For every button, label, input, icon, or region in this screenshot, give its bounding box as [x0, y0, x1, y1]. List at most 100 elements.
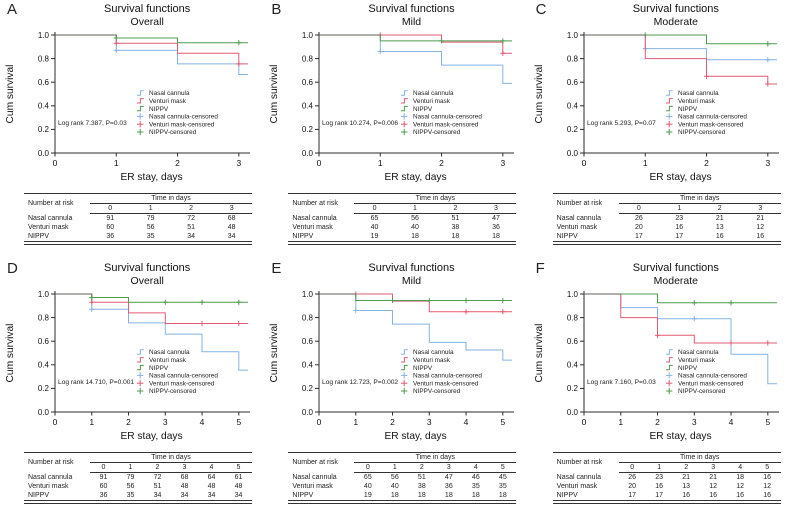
y-tick-label: 0.2: [302, 384, 314, 393]
risk-value: 68: [227, 215, 236, 222]
panel-letter: D: [7, 260, 18, 277]
risk-value: 56: [411, 215, 419, 222]
chart-title: Survival functions: [632, 262, 719, 274]
chart-title: Survival functions: [104, 262, 191, 274]
time-in-days-label: Time in days: [90, 452, 252, 463]
y-tick-label: 0.4: [38, 102, 50, 111]
y-tick-label: 0.0: [302, 149, 314, 158]
legend-step-icon: [665, 357, 673, 363]
x-tick-label: 0: [317, 417, 322, 427]
y-tick-label: 0.8: [38, 313, 50, 322]
risk-row-label: Nasal cannula: [556, 473, 602, 481]
y-axis-title: Cum survival: [534, 65, 545, 124]
km-chart: 0.0 0.2 0.4 0.6 0.8 1.0 0 1 2 3 4 5 Log rank 12.723,…: [269, 290, 515, 442]
risk-day-header: 1: [117, 462, 144, 473]
log-rank-annotation: Log rank 7.387, P=0.03: [58, 120, 127, 127]
risk-row: Venturi mask 20 16 13 12 12 12: [553, 482, 781, 491]
risk-value: 47: [444, 474, 453, 481]
km-curve-venturi-mask: [583, 293, 777, 344]
x-tick-label: 1: [643, 158, 648, 168]
x-tick-label: 2: [440, 158, 445, 168]
y-tick-label: 1.0: [302, 290, 314, 299]
y-tick-label: 0.2: [567, 125, 579, 134]
legend-label: Nasal cannula-censored: [413, 373, 482, 380]
km-curve-nasal-cannula: [319, 293, 513, 361]
panel-letter: E: [271, 260, 282, 277]
legend-label: Nasal cannula-censored: [149, 114, 218, 121]
risk-value: 61: [234, 474, 243, 481]
risk-value: 48: [180, 483, 189, 490]
risk-row-label: Venturi mask: [556, 224, 598, 231]
y-tick-label: 0.0: [38, 408, 50, 417]
risk-value: 38: [451, 224, 460, 231]
risk-value: 16: [736, 492, 745, 499]
y-tick-label: 0.2: [38, 384, 50, 393]
y-axis-title: Cum survival: [5, 324, 16, 383]
y-axis-title: Cum survival: [5, 65, 16, 124]
x-tick-label: 3: [501, 158, 506, 168]
risk-value: 56: [126, 483, 135, 490]
risk-row: NIPPV 17 17 16 16 16 16: [553, 491, 781, 501]
risk-value: 36: [99, 492, 108, 499]
risk-value: 16: [675, 224, 684, 231]
x-tick-label: 2: [126, 417, 131, 427]
x-tick-label: 3: [765, 158, 770, 168]
x-tick-label: 1: [114, 158, 119, 168]
risk-value: 23: [655, 474, 664, 481]
y-tick-label: 1.0: [567, 290, 579, 299]
legend-label: Nasal cannula-censored: [678, 373, 747, 380]
risk-day-header: 0: [354, 203, 395, 214]
legend-label: Nasal cannula-censored: [678, 114, 747, 121]
km-chart: 0.0 0.2 0.4 0.6 0.8 1.0 0 1 2 3 4 5 Log rank 14.710,…: [5, 290, 250, 442]
risk-value: 68: [180, 474, 189, 481]
risk-row: NIPPV 19 18 18 18: [288, 232, 516, 242]
time-in-days-label: Time in days: [90, 193, 252, 204]
y-tick-label: 1.0: [567, 31, 579, 40]
legend-label: Venturi mask: [149, 357, 187, 364]
risk-row: Nasal cannula 26 23 21 21: [553, 214, 781, 224]
risk-value: 47: [492, 215, 500, 222]
risk-row: NIPPV 19 18 18 18 18 18: [288, 491, 516, 501]
legend-label: NIPPV-censored: [413, 129, 461, 136]
chart-subtitle: Mild: [401, 16, 422, 28]
km-curve-venturi-mask: [55, 34, 248, 65]
risk-day-header: 0: [618, 462, 646, 473]
legend-label: NIPPV-censored: [149, 388, 197, 395]
risk-row: Nasal cannula 91 79 72 68 64 61: [24, 473, 252, 483]
y-tick-label: 0.0: [567, 149, 579, 158]
legend-label: Venturi mask-censored: [413, 380, 479, 387]
risk-row-label: NIPPV: [556, 233, 578, 240]
risk-row-label: NIPPV: [292, 492, 314, 499]
x-tick-label: 0: [581, 417, 586, 427]
risk-day-header: 3: [211, 203, 252, 214]
x-tick-label: 5: [501, 417, 506, 427]
risk-day-header: 5: [225, 462, 252, 473]
chart-head: Survival functions Overall: [0, 259, 264, 288]
risk-day-header: 0: [90, 203, 131, 214]
survival-panel: D Survival functions Overall 0.0 0.2 0.4 0.…: [0, 259, 264, 518]
legend-label: NIPPV: [678, 365, 698, 372]
x-axis-title: ER stay, days: [649, 172, 711, 183]
legend-label: NIPPV: [413, 106, 433, 113]
risk-day-header: 3: [435, 462, 463, 473]
y-tick-label: 1.0: [302, 31, 314, 40]
x-axis-title: ER stay, days: [385, 172, 447, 183]
x-tick-label: 4: [464, 417, 469, 427]
risk-value: 18: [451, 233, 460, 240]
km-curve-nippv: [319, 293, 513, 301]
number-at-risk-table: Number at risk Time in days 0 1 2 3 Nasal cann…: [288, 193, 517, 242]
legend-step-icon: [137, 98, 144, 104]
risk-day-header: 2: [672, 462, 700, 473]
legend-label: Venturi mask-censored: [149, 380, 215, 387]
chart-head: Survival functions Mild: [264, 0, 528, 29]
log-rank-annotation: Log rank 5.293, P=0.07: [587, 120, 656, 127]
legend-step-icon: [401, 105, 409, 112]
risk-row-label: Venturi mask: [28, 224, 69, 231]
risk-day-header: 2: [699, 203, 740, 214]
risk-value: 17: [675, 233, 684, 240]
risk-row-label: NIPPV: [556, 492, 578, 499]
y-tick-label: 0.0: [567, 408, 579, 417]
risk-value: 35: [126, 492, 135, 499]
risk-value: 51: [187, 224, 195, 231]
x-tick-label: 1: [378, 158, 383, 168]
